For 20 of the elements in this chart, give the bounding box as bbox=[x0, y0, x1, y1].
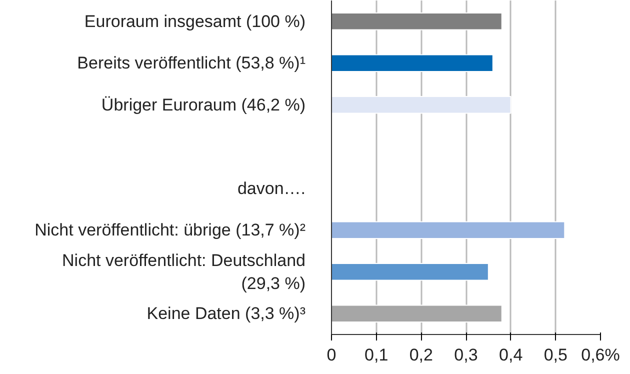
x-tick-label: 0,5 bbox=[544, 346, 568, 364]
y-tick-label: Nicht veröffentlicht: übrige (13,7 %)² bbox=[34, 220, 306, 240]
bar bbox=[332, 96, 512, 114]
x-tick-label: 0,4 bbox=[499, 346, 523, 364]
bar bbox=[332, 304, 502, 322]
x-tick-label: 0,6% bbox=[581, 346, 620, 364]
y-tick-label: Keine Daten (3,3 %)³ bbox=[146, 304, 306, 324]
bar bbox=[332, 263, 489, 281]
x-tick-label: 0,2 bbox=[409, 346, 433, 364]
y-tick-label: davon…. bbox=[237, 178, 306, 198]
x-tick-label: 0,1 bbox=[364, 346, 388, 364]
bar bbox=[332, 12, 502, 30]
y-tick-label: Nicht veröffentlicht: Deutschland (29,3 %) bbox=[62, 250, 306, 293]
x-tick-label: 0,3 bbox=[454, 346, 478, 364]
y-tick-label: Übriger Euroraum (46,2 %) bbox=[101, 95, 306, 114]
bar bbox=[332, 221, 566, 239]
y-tick-label: Euroraum insgesamt (100 %) bbox=[84, 12, 306, 31]
y-tick-label: Bereits veröffentlicht (53,8 %)¹ bbox=[77, 54, 306, 73]
bar bbox=[332, 54, 494, 72]
x-tick-label: 0 bbox=[326, 346, 336, 364]
